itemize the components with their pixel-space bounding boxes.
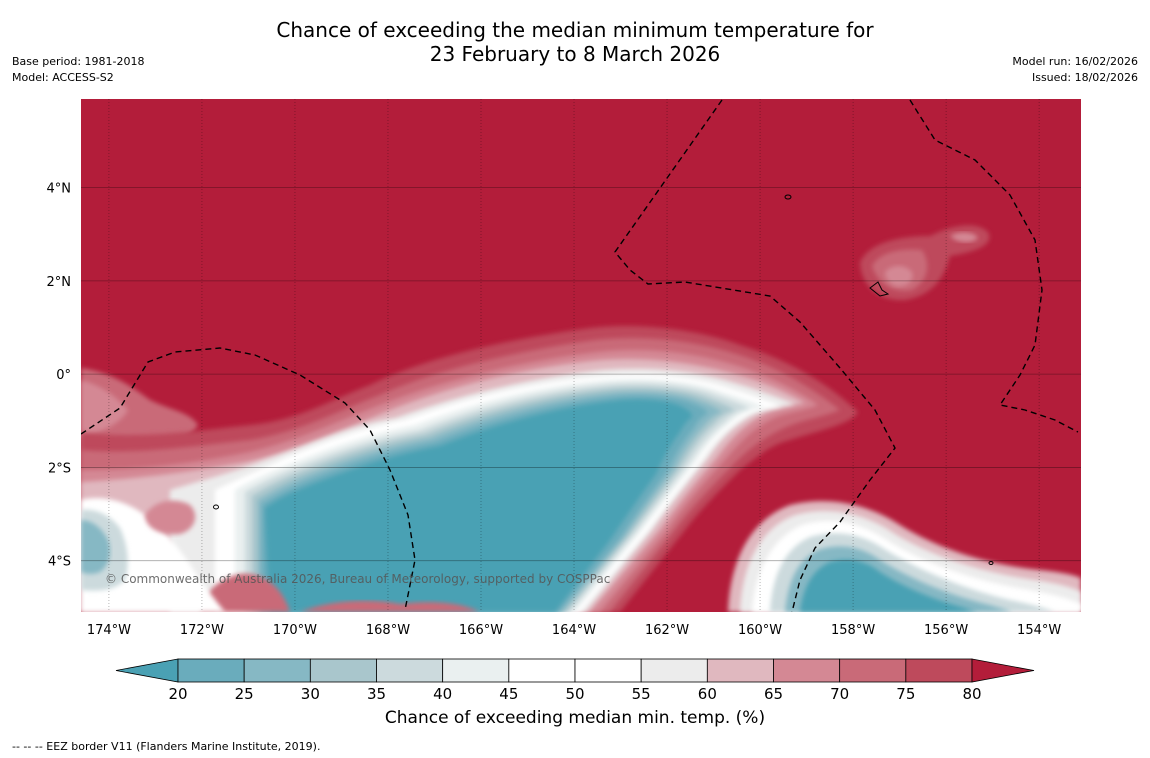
- probability-map: © Commonwealth of Australia 2026, Bureau…: [47, 99, 1081, 700]
- model-run: Model run: 16/02/2026: [1012, 55, 1138, 68]
- colorbar-tick-label: 40: [433, 685, 452, 700]
- eez-border-central: [614, 99, 896, 612]
- meta-left: Base period: 1981-2018 Model: ACCESS-S2: [12, 54, 144, 86]
- longitude-label: 174°W: [87, 623, 131, 638]
- longitude-label: 162°W: [645, 623, 689, 638]
- longitude-label: 154°W: [1017, 623, 1061, 638]
- longitude-label: 168°W: [366, 623, 410, 638]
- latitude-label: 2°N: [47, 275, 72, 290]
- copyright-notice: © Commonwealth of Australia 2026, Bureau…: [105, 572, 610, 586]
- longitude-label: 172°W: [180, 623, 224, 638]
- latitude-label: 2°S: [48, 461, 71, 476]
- islands: [213, 194, 994, 565]
- model-name: Model: ACCESS-S2: [12, 71, 114, 84]
- colorbar-bin: [309, 658, 377, 683]
- latitude-label: 0°: [56, 368, 71, 383]
- eez-legend-footer: -- -- -- EEZ border V11 (Flanders Marine…: [12, 740, 321, 753]
- longitude-label: 158°W: [831, 623, 875, 638]
- northeast-patch-inner: [950, 232, 978, 243]
- colorbar-above-extension: [971, 658, 1035, 683]
- colorbar-bin: [508, 658, 576, 683]
- latitude-labels: 4°N 2°N 0° 2°S 4°S: [47, 182, 72, 570]
- colorbar-tick-label: 50: [565, 685, 584, 700]
- colorbar-tick-label: 35: [367, 685, 386, 700]
- southwest-30: [81, 520, 110, 574]
- colorbar-bin: [376, 658, 444, 683]
- graticule: [81, 99, 1081, 612]
- longitude-label: 170°W: [273, 623, 317, 638]
- island-shape: [213, 504, 219, 510]
- southwest-patch-70: [200, 573, 290, 612]
- latitude-label: 4°S: [48, 555, 71, 570]
- colorbar-bin: [442, 658, 510, 683]
- island-shape: [784, 194, 792, 200]
- map-area: © Commonwealth of Australia 2026, Bureau…: [81, 99, 1081, 612]
- colorbar-tick-label: 30: [301, 685, 320, 700]
- colorbar-tick-label: 65: [764, 685, 783, 700]
- tongue-below-20: [265, 399, 692, 612]
- longitude-label: 164°W: [552, 623, 596, 638]
- colorbar-bin: [640, 658, 708, 683]
- west-lobe-65: [81, 380, 128, 438]
- southeast-below-20: [800, 559, 978, 612]
- map-title: Chance of exceeding the median minimum t…: [0, 18, 1150, 66]
- eez-border-west: [81, 347, 416, 611]
- longitude-label: 156°W: [924, 623, 968, 638]
- longitude-label: 160°W: [738, 623, 782, 638]
- colorbar-tick-label: 80: [962, 685, 981, 700]
- issued-date: Issued: 18/02/2026: [1031, 71, 1138, 84]
- longitude-label: 166°W: [459, 623, 503, 638]
- colorbar-title: Chance of exceeding median min. temp. (%…: [384, 708, 766, 728]
- colorbar-tick-label: 75: [896, 685, 915, 700]
- eez-border-east: [909, 99, 1079, 433]
- eez-borders: [81, 99, 1079, 612]
- meta-right: Model run: 16/02/2026 Issued: 18/02/2026: [1012, 54, 1138, 86]
- island-shape: [988, 561, 994, 565]
- colorbar: 20 25 30 35 40 45 50 55 60 65 70 75 80: [115, 658, 1035, 700]
- bottom-center-red: [300, 600, 480, 612]
- southwest-red-lobe: [145, 500, 196, 535]
- colorbar-bin: [243, 658, 311, 683]
- island-shape: [869, 281, 890, 297]
- colorbar-tick-label: 45: [499, 685, 518, 700]
- base-period: Base period: 1981-2018: [12, 55, 145, 68]
- title-line-1: Chance of exceeding the median minimum t…: [276, 18, 874, 42]
- colorbar-bin: [905, 658, 973, 683]
- title-line-2: 23 February to 8 March 2026: [429, 42, 721, 66]
- colorbar-bin: [706, 658, 774, 683]
- colorbar-tick-label: 70: [830, 685, 849, 700]
- colorbar-tick-label: 55: [632, 685, 651, 700]
- colorbar-bin: [177, 658, 245, 683]
- colorbar-below-extension: [115, 658, 179, 683]
- colorbar-bin: [839, 658, 907, 683]
- longitude-labels: 174°W 172°W 170°W 168°W 166°W 164°W 162°W 160°W…: [87, 623, 1062, 638]
- latitude-label: 4°N: [47, 182, 72, 197]
- colorbar-bin: [574, 658, 642, 683]
- northeast-patch-65: [885, 266, 913, 287]
- colorbar-tick-label: 60: [698, 685, 717, 700]
- colorbar-bin: [773, 658, 841, 683]
- colorbar-tick-label: 20: [168, 685, 187, 700]
- colorbar-tick-label: 25: [235, 685, 254, 700]
